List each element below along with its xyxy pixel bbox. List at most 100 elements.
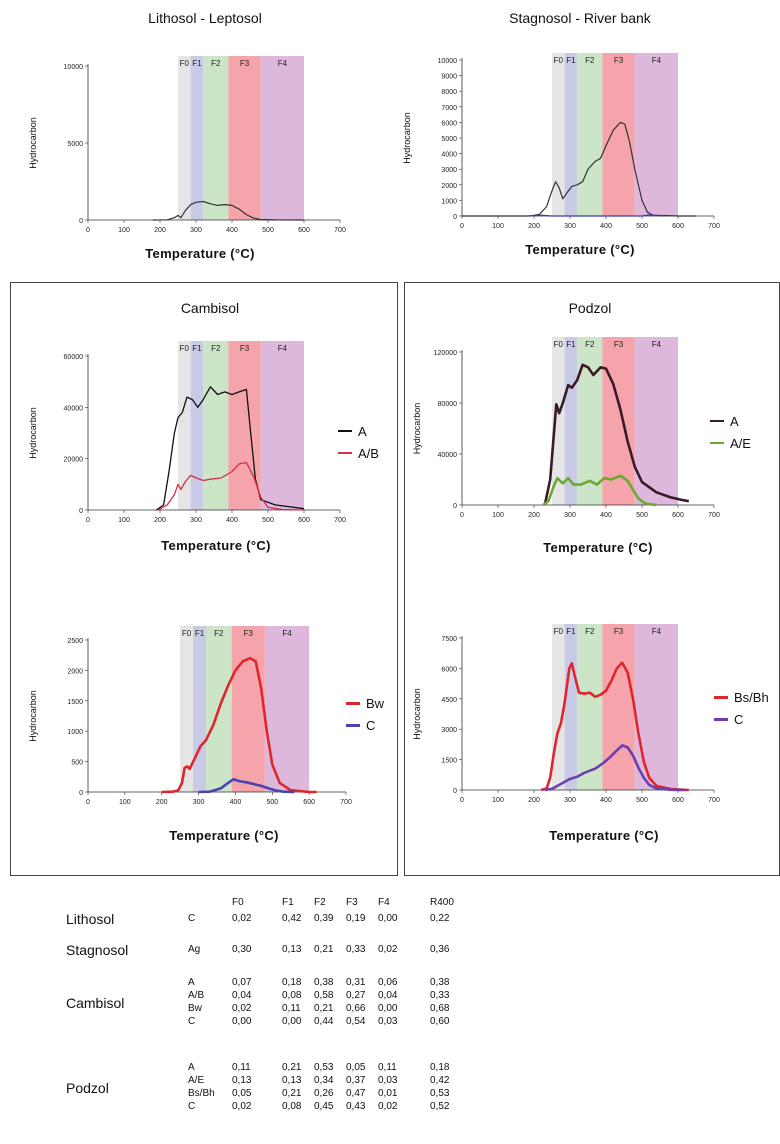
table-cell: 0,11 — [378, 1062, 397, 1073]
y-tick-label: 1000 — [441, 198, 457, 205]
table-cell: 0,68 — [430, 1003, 450, 1014]
table-cell: 0,00 — [378, 913, 398, 924]
panel-title-podzol: Podzol — [568, 300, 612, 316]
table-cell: 0,66 — [346, 1003, 366, 1014]
horizon-label: C — [188, 1101, 196, 1112]
y-tick-label: 1500 — [67, 699, 83, 706]
table-header: F2 — [314, 897, 326, 908]
table-cell: 0,58 — [314, 990, 334, 1001]
table-cell: 0,08 — [282, 1101, 302, 1112]
legend-item-a: A — [710, 410, 751, 432]
y-axis-label: Hydrocarbon — [402, 112, 412, 164]
fraction-label-f3: F3 — [240, 344, 250, 353]
x-tick-label: 100 — [118, 227, 130, 234]
fraction-band-f3 — [231, 626, 265, 792]
series-line-0 — [462, 121, 696, 217]
horizon-label: Bs/Bh — [188, 1088, 215, 1099]
xlabel-lithosol: Temperature (°C) — [145, 246, 255, 261]
table-cell: 0,42 — [282, 913, 302, 924]
fraction-label-f4: F4 — [652, 56, 662, 65]
horizon-label: C — [188, 913, 196, 924]
horizon-label: A/E — [188, 1075, 205, 1086]
legend-label: A/E — [730, 435, 751, 451]
table-cell: 0,13 — [282, 1075, 302, 1086]
fraction-band-f2 — [577, 53, 603, 216]
table-cell: 0,31 — [346, 977, 366, 988]
y-tick-label: 1000 — [67, 729, 83, 736]
x-tick-label: 100 — [492, 797, 504, 804]
x-tick-label: 700 — [340, 799, 352, 806]
table-cell: 0,02 — [378, 944, 398, 955]
y-tick-label: 3000 — [441, 167, 457, 174]
table-cell: 0,52 — [430, 1101, 450, 1112]
fraction-band-f3 — [228, 56, 261, 220]
plot-cambisol-top: F0 F1 F2 F3 F4 0 100 200 300 400 500 600 700 0 20000 40… — [28, 341, 346, 524]
fraction-label-f3: F3 — [614, 56, 624, 65]
table-cell: 0,38 — [430, 977, 450, 988]
y-tick-label: 5000 — [441, 136, 457, 143]
x-tick-label: 400 — [226, 227, 238, 234]
fraction-band-f0 — [180, 626, 194, 792]
horizon-label: A/B — [188, 990, 205, 1001]
fraction-band-f0 — [552, 337, 565, 505]
y-tick-label: 500 — [71, 760, 83, 767]
y-tick-label: 120000 — [434, 350, 457, 357]
fraction-label-f0: F0 — [180, 59, 190, 68]
fraction-band-f4 — [260, 56, 304, 220]
series-line-c — [544, 744, 686, 792]
series-line-ab — [157, 461, 305, 511]
x-tick-label: 200 — [154, 517, 166, 524]
legend-item-bsbh: Bs/Bh — [714, 686, 769, 708]
y-tick-label: 40000 — [64, 405, 84, 412]
xlabel-stagnosol: Temperature (°C) — [525, 242, 635, 257]
fraction-band-f1 — [193, 626, 206, 792]
table-cell: 0,18 — [430, 1062, 450, 1073]
legend-cambisol-top: A A/B — [338, 420, 379, 464]
xlabel-cambisol-bottom: Temperature (°C) — [169, 828, 279, 843]
legend-cambisol-bottom: Bw C — [346, 692, 384, 736]
y-tick-label: 2000 — [441, 183, 457, 190]
table-header: F0 — [232, 897, 244, 908]
y-tick-label: 0 — [79, 508, 83, 515]
table-cell: 0,53 — [430, 1088, 450, 1099]
table-header: F1 — [282, 897, 294, 908]
fraction-band-f0 — [178, 341, 191, 510]
y-tick-label: 0 — [79, 218, 83, 225]
x-tick-label: 500 — [266, 799, 278, 806]
table-cell: 0,26 — [314, 1088, 334, 1099]
y-tick-label: 0 — [453, 788, 457, 795]
x-tick-label: 300 — [190, 517, 202, 524]
table-cell: 0,60 — [430, 1016, 450, 1027]
y-tick-label: 4500 — [441, 697, 457, 704]
fraction-label-f2: F2 — [211, 59, 221, 68]
table-cell: 0,00 — [232, 1016, 252, 1027]
table-cell: 0,03 — [378, 1075, 398, 1086]
fraction-band-f4 — [260, 341, 304, 510]
table-cell: 0,08 — [282, 990, 302, 1001]
fraction-label-f4: F4 — [278, 344, 288, 353]
soil-label: Lithosol — [66, 911, 115, 927]
x-tick-label: 500 — [262, 227, 274, 234]
y-tick-label: 2000 — [67, 668, 83, 675]
y-tick-label: 7000 — [441, 105, 457, 112]
legend-label: A — [730, 413, 739, 429]
x-tick-label: 100 — [492, 512, 504, 519]
table-cell: 0,05 — [232, 1088, 252, 1099]
y-tick-label: 10000 — [438, 58, 458, 65]
y-axis-label: Hydrocarbon — [412, 403, 422, 455]
table-cell: 0,21 — [282, 1088, 302, 1099]
panel-title-lithosol: Lithosol - Leptosol — [148, 10, 262, 26]
table-cell: 0,18 — [282, 977, 302, 988]
x-tick-label: 600 — [298, 517, 310, 524]
panel-title-cambisol: Cambisol — [180, 300, 240, 316]
series-line-bw — [161, 656, 317, 794]
table-cell: 0,36 — [430, 944, 450, 955]
fraction-label-f3: F3 — [240, 59, 250, 68]
legend-item-bw: Bw — [346, 692, 384, 714]
table-cell: 0,01 — [378, 1088, 398, 1099]
legend-label: Bw — [366, 695, 385, 711]
table-header: F4 — [378, 897, 390, 908]
table-cell: 0,03 — [378, 1016, 398, 1027]
plot-podzol-bottom: F0 F1 F2 F3 F4 0 100 200 300 400 500 600 700 0 1500 300… — [412, 624, 720, 804]
table-cell: 0,13 — [282, 944, 302, 955]
